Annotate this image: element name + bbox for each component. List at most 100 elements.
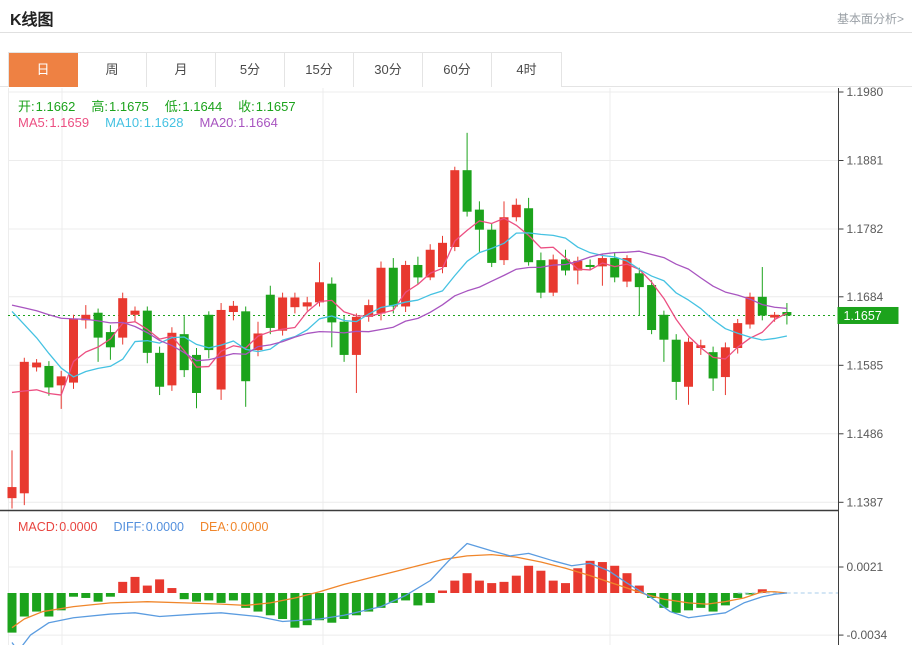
y-axis-label: 1.1782: [847, 222, 884, 236]
candle: [536, 260, 546, 293]
candle: [315, 282, 324, 303]
macd-bar: [155, 579, 165, 593]
macd-bar: [474, 580, 484, 593]
macd-bar: [548, 580, 558, 593]
legend-item: MA5:1.1659: [18, 115, 90, 130]
tab-30分[interactable]: 30分: [354, 53, 423, 87]
macd-bar: [634, 585, 644, 593]
ma10-line: [11, 232, 788, 378]
fundamental-analysis-link[interactable]: 基本面分析>: [836, 12, 904, 26]
macd-legend: MACD:0.0000 DIFF:0.0000 DEA:0.0000: [18, 520, 284, 534]
candle: [192, 354, 201, 393]
candle: [167, 332, 177, 386]
macd-bar: [376, 593, 386, 608]
candle: [302, 302, 312, 307]
macd-bar: [671, 593, 681, 613]
candle: [351, 316, 361, 355]
y-axis-label: 0.0021: [847, 560, 884, 574]
candle: [647, 285, 657, 331]
legend-item: MA20:1.1664: [199, 115, 278, 130]
macd-bar: [302, 593, 312, 626]
ohlc-legend: 开:1.1662 高:1.1675 低:1.1644 收:1.1657: [18, 96, 312, 115]
candle: [56, 376, 66, 386]
y-axis-label: 1.1881: [847, 153, 884, 167]
macd-bar: [105, 593, 115, 597]
candle: [733, 323, 743, 349]
macd-bar: [93, 593, 103, 602]
macd-bar: [388, 593, 398, 603]
candle: [696, 345, 706, 349]
candle: [290, 297, 300, 308]
candle: [81, 314, 91, 321]
tab-日[interactable]: 日: [9, 53, 78, 87]
macd-bar: [253, 593, 263, 612]
candle: [32, 362, 42, 368]
dea-line: [11, 553, 787, 629]
page-header: K线图 基本面分析>: [0, 0, 912, 33]
legend-item: DIFF:0.0000: [113, 520, 184, 534]
macd-bar: [720, 593, 730, 606]
candle: [474, 209, 484, 230]
macd-bar: [561, 583, 570, 593]
candle: [745, 296, 755, 325]
macd-bar: [315, 593, 324, 621]
tab-60分[interactable]: 60分: [423, 53, 492, 87]
macd-bar: [450, 580, 460, 593]
macd-bar: [438, 590, 447, 593]
candle: [376, 267, 386, 314]
ma-legend: MA5:1.1659 MA10:1.1628 MA20:1.1664: [18, 115, 294, 130]
macd-bar: [462, 573, 472, 593]
macd-bar: [425, 593, 435, 603]
macd-bar: [610, 565, 620, 593]
candle: [253, 333, 263, 351]
candle: [130, 310, 140, 315]
macd-bar: [204, 593, 214, 601]
candle: [118, 298, 128, 338]
y-axis-label: 1.1486: [847, 427, 884, 441]
tab-5分[interactable]: 5分: [216, 53, 285, 87]
macd-bar: [56, 593, 66, 611]
tab-15分[interactable]: 15分: [285, 53, 354, 87]
legend-item: 高:1.1675: [91, 99, 149, 114]
candle: [93, 312, 103, 338]
macd-bar: [192, 593, 201, 602]
candle: [585, 264, 595, 267]
macd-bar: [487, 583, 497, 593]
candle: [634, 273, 644, 288]
candle: [548, 259, 558, 293]
legend-item: 收:1.1657: [238, 99, 296, 114]
macd-bar: [327, 593, 337, 623]
candle: [7, 487, 17, 499]
macd-bar: [696, 593, 706, 608]
macd-bar: [19, 593, 29, 617]
tab-月[interactable]: 月: [147, 53, 216, 87]
legend-item: 开:1.1662: [18, 99, 76, 114]
macd-bar: [573, 568, 583, 593]
tab-周[interactable]: 周: [78, 53, 147, 87]
macd-bar: [167, 588, 177, 593]
ma5-line: [11, 217, 788, 396]
macd-bar: [524, 565, 534, 593]
macd-bar: [81, 593, 91, 598]
candle: [573, 260, 583, 271]
macd-bar: [745, 593, 755, 595]
macd-bar: [708, 593, 718, 612]
candle: [462, 170, 472, 212]
tab-4时[interactable]: 4时: [492, 53, 561, 87]
candle: [204, 314, 214, 351]
y-axis-label: 1.1387: [847, 495, 884, 509]
candle: [610, 258, 620, 278]
candle: [265, 294, 275, 328]
legend-item: 低:1.1644: [164, 99, 223, 114]
macd-bar: [684, 593, 693, 611]
macd-bar: [733, 593, 743, 598]
macd-bar: [536, 570, 546, 593]
candle: [327, 283, 337, 323]
candle: [511, 204, 521, 218]
candle: [278, 297, 288, 331]
candle: [44, 365, 54, 388]
macd-bar: [511, 575, 521, 593]
diff-line: [11, 542, 787, 645]
macd-bar: [142, 585, 152, 593]
